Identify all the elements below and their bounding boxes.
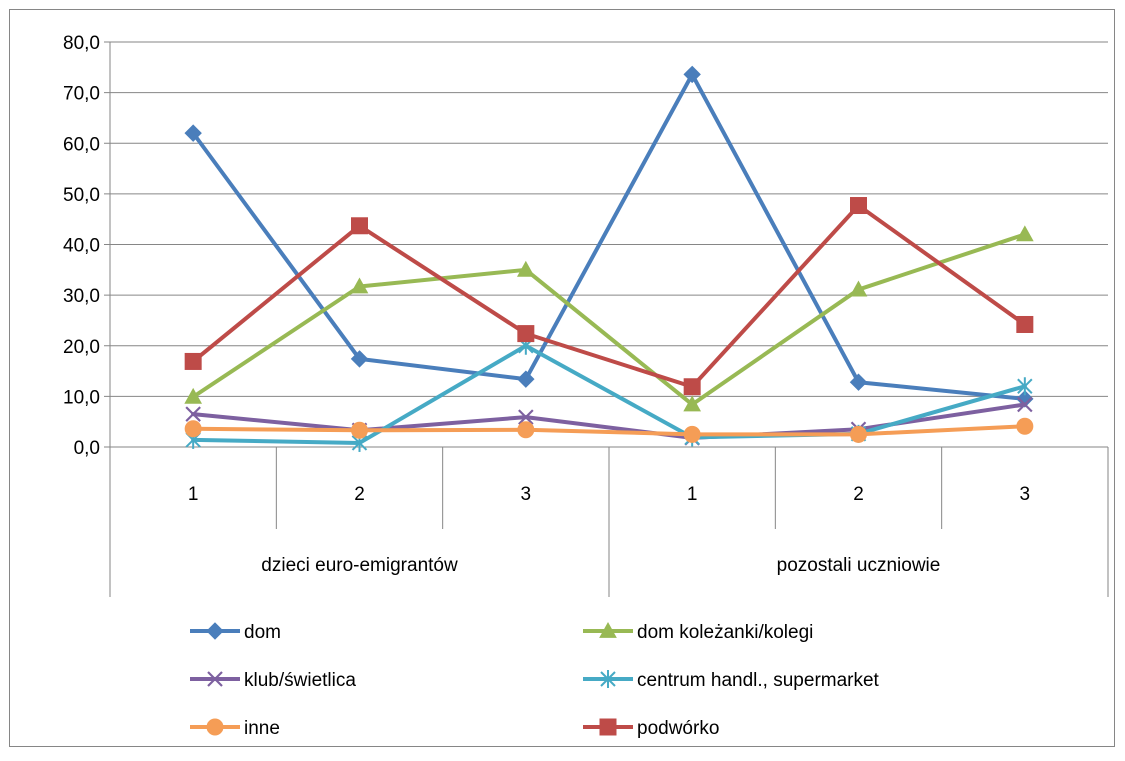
x-group-label: pozostali uczniowie [777,555,941,576]
data-point [350,277,369,294]
data-point [850,197,867,215]
legend-label: dom koleżanki/kolegi [637,622,813,643]
data-point [517,421,535,439]
data-point [184,387,203,404]
data-point-stroke [207,671,223,687]
y-tick-label: 10,0 [63,387,100,408]
x-tick-label: 2 [853,484,864,505]
y-tick-label: 20,0 [63,337,100,358]
series-line [191,203,1027,389]
y-tick-label: 0,0 [74,438,100,459]
legend-item: inne [190,718,280,739]
y-tick-label: 80,0 [63,33,100,54]
data-point [683,378,701,396]
data-point [683,65,701,84]
data-point [517,370,535,388]
legend-item: dom [190,622,281,643]
data-point [849,280,868,297]
data-point [184,352,202,370]
data-point-stroke [185,406,201,422]
series-line [191,424,1027,437]
x-tick-label: 1 [687,484,698,505]
data-point-stroke [518,409,534,425]
data-point [600,670,616,688]
data-point [206,718,224,736]
x-group-label: dzieci euro-emigrantów [261,555,458,576]
legend-item: podwórko [583,718,719,739]
data-point [517,325,535,343]
data-point [185,406,201,422]
series-line [191,72,1027,401]
data-point [1017,377,1033,396]
data-point [599,621,617,638]
y-tick-label: 70,0 [63,84,100,105]
legend-item: klub/świetlica [190,670,356,691]
series-inne [184,417,1034,443]
data-point [1016,417,1034,435]
series-podw-rko [184,197,1034,396]
y-tick-label: 30,0 [63,286,100,307]
data-point [683,395,702,412]
series-dom [184,65,1034,408]
legend-item: centrum handl., supermarket [583,670,880,691]
y-tick-label: 40,0 [63,236,100,257]
data-point [1015,225,1034,242]
x-tick-label: 3 [1020,484,1031,505]
data-point [850,425,867,443]
chart-border [9,9,1115,747]
data-point [350,350,369,368]
data-point [599,718,617,736]
data-point [207,671,223,687]
x-tick-label: 3 [521,484,532,505]
legend-label: inne [244,718,280,739]
data-point [184,420,202,438]
data-point [683,425,701,443]
legend-item: dom koleżanki/kolegi [583,621,813,643]
data-point-stroke [1017,396,1033,413]
data-point [1016,315,1034,333]
legend-label: centrum handl., supermarket [637,670,880,691]
data-point [518,409,534,425]
legend-label: klub/świetlica [244,670,356,691]
data-point [206,622,224,640]
data-point [849,373,868,391]
series-line [191,232,1027,407]
y-tick-label: 50,0 [63,185,100,206]
y-tick-label: 60,0 [63,134,100,155]
x-tick-label: 2 [354,484,365,505]
x-tick-label: 1 [188,484,199,505]
data-point [516,260,535,277]
data-point [351,421,368,439]
data-point [351,217,368,235]
data-point [1017,396,1033,413]
data-point [1016,390,1034,408]
series-line [191,343,1027,445]
data-point [184,124,202,142]
legend-label: dom [244,622,281,643]
legend-label: podwórko [637,718,719,739]
series-dom-kole-anki-kolegi [184,225,1034,412]
